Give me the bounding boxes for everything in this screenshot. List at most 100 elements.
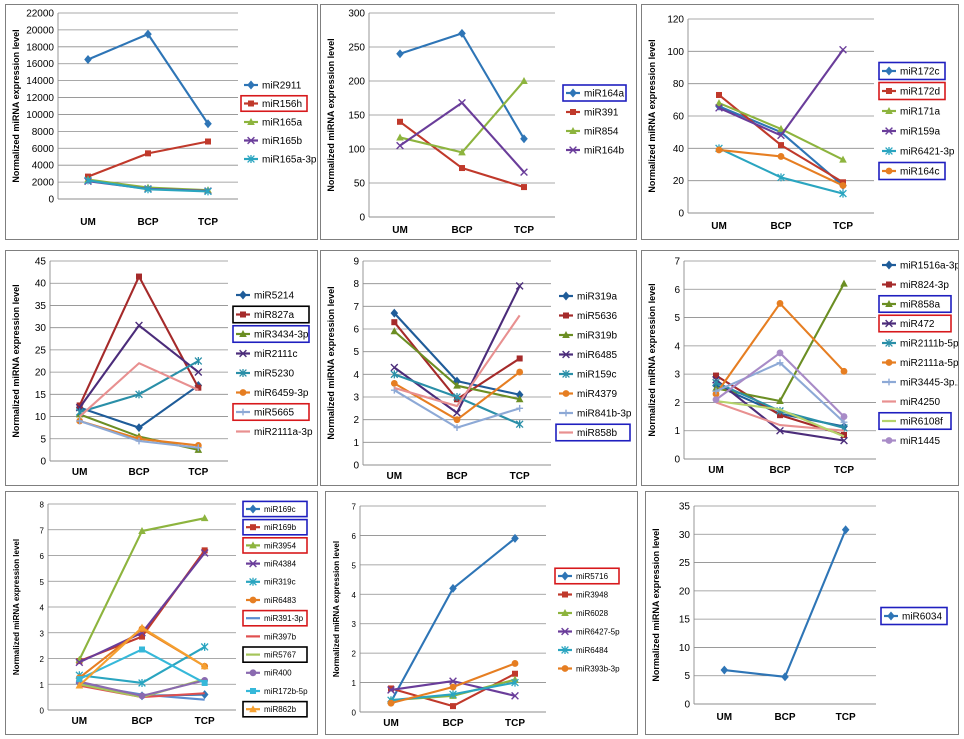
y-tick-label: 40 [673,144,685,155]
data-point [139,646,145,653]
legend-marker [569,146,577,154]
x-tick-label: UM [72,716,88,727]
legend-highlight-box [878,161,946,181]
data-point [713,372,719,379]
legend-label: miR391 [584,108,619,119]
chart-panel-4: 0 5 10 15 20 25 30 35 40 45 UM BCP TCP Normalized miR… [5,250,318,486]
legend-label: miR6421-3p [900,147,955,158]
y-tick-label: 7 [674,257,680,268]
y-tick-label: 10 [35,412,47,423]
legend-label: miR6484 [576,646,609,655]
data-point [776,300,784,307]
legend-label: miR858b [577,428,617,439]
y-tick-label: 50 [354,179,366,190]
legend-label: miR171a [900,107,940,118]
x-tick-label: TCP [514,225,534,236]
data-point [839,155,847,163]
legend-highlight-box [562,84,627,102]
x-tick-label: BCP [451,225,472,236]
legend-label: miR172b-5p [264,687,308,696]
legend-label: miR2111c [254,349,298,360]
x-tick-label: TCP [505,718,525,729]
x-tick-label: BCP [446,471,467,482]
gridlines [688,18,874,214]
data-point [144,29,152,39]
data-point [515,395,524,403]
data-point [387,699,395,707]
data-point [449,690,457,699]
y-tick-label: 30 [679,530,691,541]
legend-marker [569,127,577,134]
chart-svg: 0 1 2 3 4 5 6 7 8 9 UM BCP TCP Normalized miRNA expre… [326,257,632,483]
y-axis-label: Normalized miRNA expression level [11,29,21,182]
data-point [520,168,528,177]
series-miR172d [716,91,846,186]
series-miR171a [715,99,847,163]
chart-svg: 0 2000 4000 6000 8000 10000 12000 14000 16000 180… [11,9,317,229]
data-point [145,150,151,157]
series-miR854 [396,77,528,156]
data-point [194,368,203,377]
legend-marker [249,596,257,604]
data-point [520,134,528,144]
data-point [205,138,211,145]
data-point [138,527,146,535]
y-tick-label: 20000 [26,25,54,36]
data-point [201,679,208,686]
chart-panel-1: 0 2000 4000 6000 8000 10000 12000 14000 16000 180… [5,4,318,240]
y-tick-label: 3 [674,370,680,381]
y-tick-label: 45 [35,257,47,268]
legend-highlight-box [242,500,308,518]
y-tick-label: 7 [352,503,357,512]
chart-svg: 0 1 2 3 4 5 6 7 UM BCP TCP Normalized miRNA express… [647,257,958,477]
y-tick-label: 15 [679,615,691,626]
x-tick-label: UM [80,217,96,228]
data-point [840,413,848,420]
y-tick-label: 0 [678,209,684,220]
data-point [839,189,847,198]
legend-label: miR841b-3p [577,409,632,420]
legend-label: miR827a [254,310,294,321]
data-point [776,349,784,357]
data-point [201,547,208,554]
legend-label: miR862b [264,705,297,714]
legend-marker [563,312,569,319]
legend-label: miR169c [264,505,296,514]
legend-marker [561,571,569,581]
gridlines [58,12,238,200]
legend-label: miR2111a-3p [254,427,313,438]
y-tick-label: 200 [348,77,365,88]
x-tick-label: BCP [774,712,795,723]
y-tick-label: 2 [674,398,680,409]
data-point [396,133,404,141]
legend-label: miR169b [264,523,297,532]
chart-panel-3: 0 20 40 60 80 100 120 UM BCP TCP Normalized miRNA … [641,4,959,240]
y-tick-label: 0 [684,700,690,711]
data-point [136,273,142,280]
legend-marker [561,609,569,616]
y-tick-label: 10 [679,643,691,654]
y-tick-label: 100 [348,145,365,156]
legend-highlight-box [555,423,631,442]
y-tick-label: 35 [35,301,47,312]
legend-label: miR397b [264,632,297,641]
legend-label: miR3434-3p [254,330,309,341]
legend-label: miR5230 [254,369,294,380]
series-miR164a [396,28,528,144]
series-miR393b-3p [387,660,519,707]
legend-marker [561,627,569,636]
y-tick-label: 3 [40,629,45,638]
legend-marker [240,311,246,318]
y-tick-label: 6 [674,285,680,296]
data-point [777,131,785,140]
data-point [776,397,784,405]
legend-label: miR858a [900,300,940,311]
series-miR858b [394,314,521,408]
y-tick-label: 18000 [26,42,54,53]
data-point [138,678,146,687]
legend-marker [561,665,569,672]
legend-marker [249,705,257,713]
legend-marker [887,611,895,621]
legend-label: miR3948 [576,590,609,599]
legend-highlight-box [554,567,620,585]
